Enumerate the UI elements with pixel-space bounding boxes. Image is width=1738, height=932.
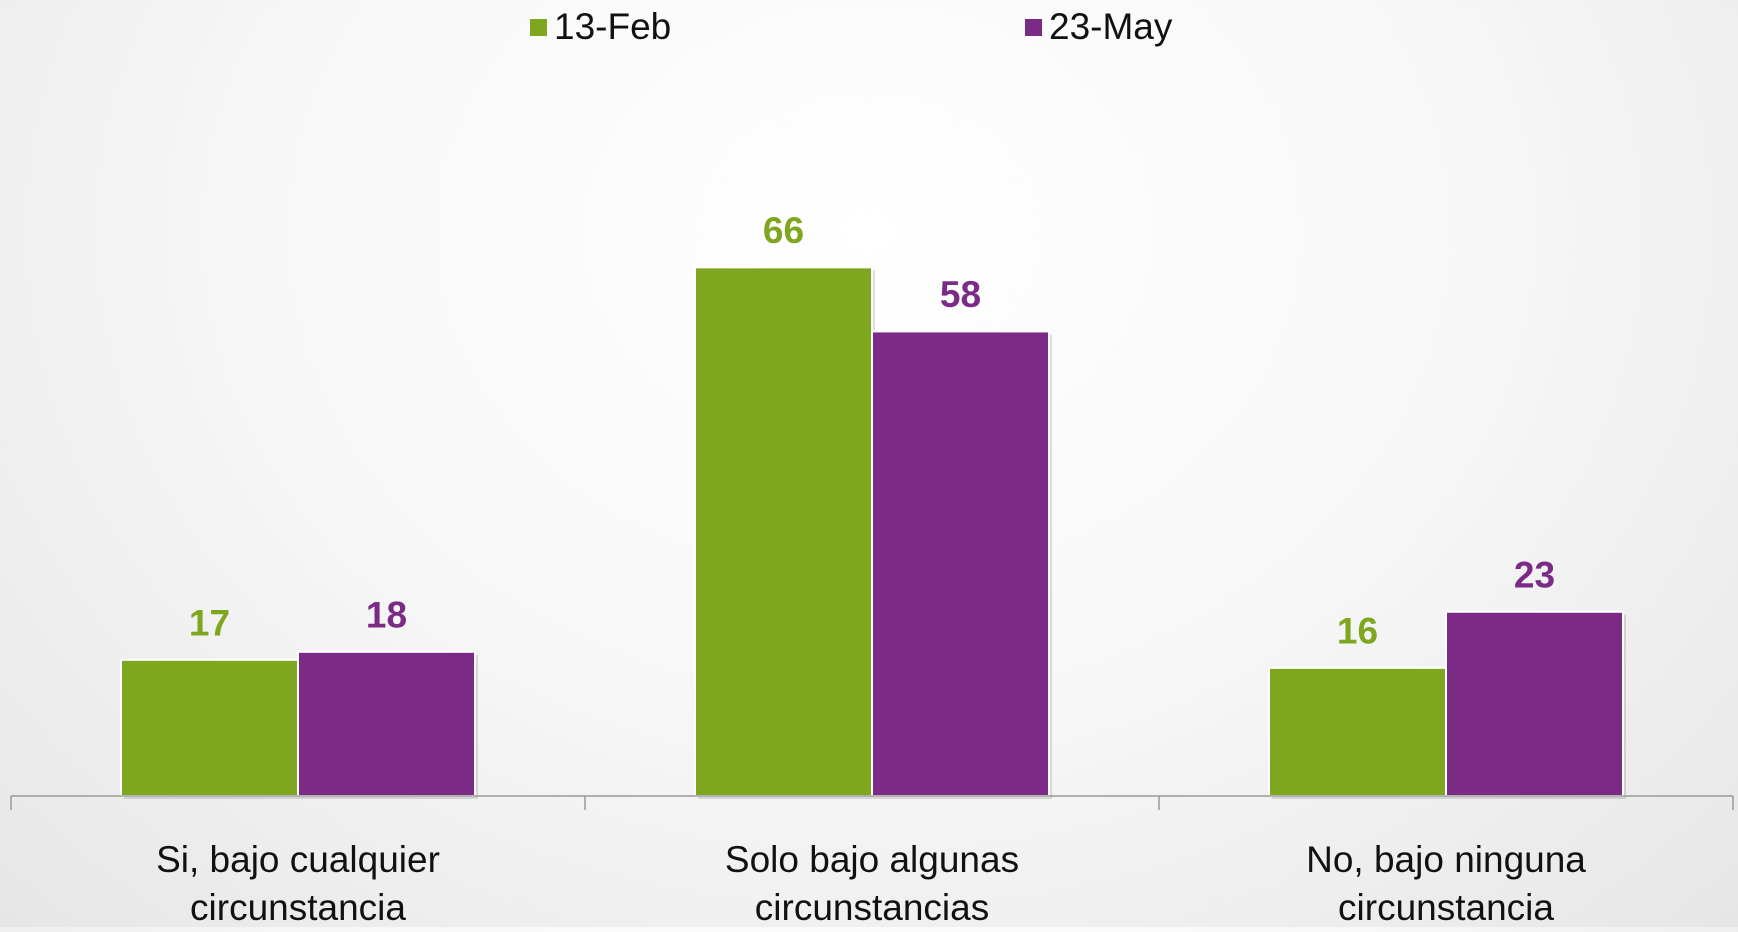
- value-label: 66: [763, 210, 804, 251]
- bar: [297, 650, 476, 797]
- legend-label: 13-Feb: [554, 6, 671, 47]
- bar: [1445, 610, 1624, 798]
- bar: [694, 266, 873, 797]
- value-label: 18: [366, 595, 407, 636]
- bar: [1268, 666, 1447, 798]
- value-label: 17: [189, 603, 230, 644]
- value-label: 58: [940, 274, 981, 315]
- x-tick-label: Si, bajo cualquier circunstancia: [156, 839, 440, 928]
- x-tick-label: No, bajo ninguna circunstancia: [1306, 839, 1586, 928]
- legend-swatch: [1025, 19, 1042, 36]
- bar: [120, 658, 299, 798]
- bar: [871, 330, 1050, 797]
- value-label: 23: [1514, 555, 1555, 596]
- legend-label: 23-May: [1049, 6, 1173, 47]
- value-label: 16: [1337, 611, 1378, 652]
- legend-swatch: [530, 19, 547, 36]
- x-tick-label: Solo bajo algunas circunstancias: [724, 839, 1020, 928]
